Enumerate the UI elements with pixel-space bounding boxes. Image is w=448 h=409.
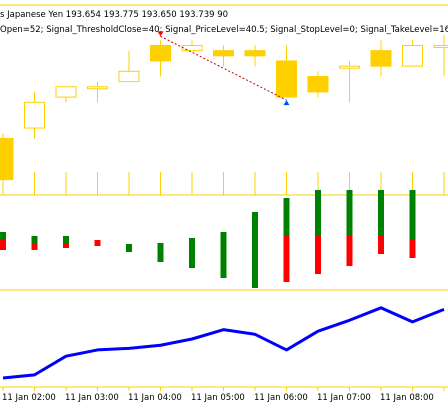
oscillator-bar-red: [409, 240, 416, 258]
candle-body: [307, 75, 329, 93]
candle-body: [24, 101, 45, 129]
oscillator-bar-red: [346, 236, 353, 266]
chart-header: s Japanese Yen 193.654 193.775 193.650 1…: [0, 0, 448, 38]
oscillator-bar-green: [189, 238, 195, 268]
candle-body: [213, 50, 234, 57]
oscillator-bar-red: [0, 240, 6, 250]
candle-body: [244, 50, 266, 57]
oscillator-bar-red: [283, 236, 290, 282]
oscillator-bar-green: [378, 190, 384, 236]
oscillator-bar-green: [157, 243, 164, 262]
oscillator-bar-green: [315, 190, 321, 236]
time-label: 11 Jan 04:00: [128, 393, 182, 403]
oscillator-bar-red: [31, 244, 38, 250]
time-label: 11 Jan 07:00: [317, 393, 371, 403]
candle-body: [181, 44, 203, 52]
candle-body: [0, 137, 14, 181]
oscillator-bar-green: [31, 236, 38, 244]
oscillator-bar-green: [283, 198, 290, 236]
time-label: 11 Jan 05:00: [191, 393, 245, 403]
sell-arrow-icon: [157, 31, 164, 37]
signal-line: [160, 35, 287, 101]
candle-body: [402, 44, 423, 67]
time-label: 11 Jan 06:00: [254, 393, 308, 403]
candle-body: [87, 86, 108, 90]
oscillator-bar-green: [63, 236, 69, 243]
oscillator-bar-red: [63, 243, 69, 248]
candle-body: [433, 44, 448, 48]
candle-body: [118, 70, 140, 83]
oscillator-bar-green: [126, 244, 132, 252]
time-label: 11 Jan 08:00: [380, 393, 434, 403]
indicator-line: [2, 306, 445, 380]
candle-body: [276, 60, 297, 98]
expert-params: Open=52; Signal_ThresholdClose=40; Signa…: [0, 25, 448, 35]
oscillator-bar-green: [252, 212, 258, 288]
oscillator-bar-green: [409, 190, 416, 240]
oscillator-bar-red: [315, 236, 321, 274]
candle-body: [339, 65, 360, 69]
buy-arrow-icon: [283, 100, 290, 106]
time-label: 11 Jan 02:00: [2, 393, 56, 403]
oscillator-bar-red: [94, 240, 101, 246]
oscillator-bar-green: [0, 232, 6, 240]
oscillator-bar-red: [378, 236, 384, 254]
time-label: 11 Jan 03:00: [65, 393, 119, 403]
oscillator-bar-green: [220, 232, 227, 278]
symbol-info: s Japanese Yen 193.654 193.775 193.650 1…: [0, 10, 229, 20]
candle-body: [370, 50, 392, 67]
candle-body: [150, 44, 171, 62]
oscillator-bar-green: [346, 190, 353, 236]
candle-body: [55, 86, 77, 98]
